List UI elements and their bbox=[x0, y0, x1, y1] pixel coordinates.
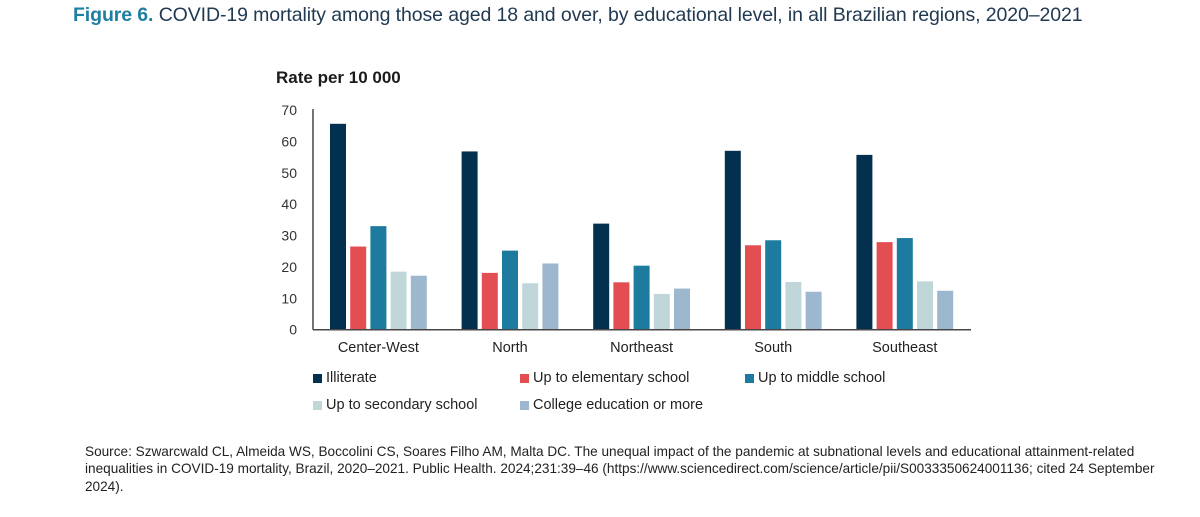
y-tick-label: 30 bbox=[281, 228, 297, 244]
legend-label: Up to middle school bbox=[758, 370, 886, 386]
category-label: North bbox=[492, 340, 527, 356]
bar-south-2 bbox=[765, 240, 782, 330]
bar-southeast-2 bbox=[896, 238, 913, 330]
category-label: Southeast bbox=[872, 340, 937, 356]
bar-northeast-1 bbox=[613, 282, 630, 330]
y-tick-label: 70 bbox=[281, 102, 297, 118]
bar-south-3 bbox=[785, 281, 802, 330]
bar-north-3 bbox=[522, 283, 539, 330]
bar-northeast-0 bbox=[593, 223, 610, 330]
legend-label: Illiterate bbox=[326, 370, 377, 386]
legend-swatch bbox=[520, 400, 529, 410]
y-tick-label: 10 bbox=[281, 290, 297, 306]
source-note: Source: Szwarcwald CL, Almeida WS, Bocco… bbox=[85, 444, 1155, 494]
y-axis-label: Rate per 10 000 bbox=[276, 68, 401, 87]
bar-southeast-0 bbox=[856, 154, 873, 330]
bar-center-west-3 bbox=[390, 271, 407, 330]
legend-swatch bbox=[520, 373, 529, 383]
bar-north-2 bbox=[502, 250, 518, 330]
legend-item: Up to middle school bbox=[745, 370, 885, 386]
legend-swatch bbox=[313, 373, 322, 383]
legend-label: Up to elementary school bbox=[533, 370, 690, 386]
bar-northeast-4 bbox=[674, 288, 690, 330]
legend-swatch bbox=[313, 400, 322, 410]
bar-southeast-1 bbox=[876, 242, 893, 330]
y-tick-label: 0 bbox=[289, 322, 297, 338]
figure-title: Figure 6. COVID-19 mortality among those… bbox=[73, 4, 1083, 27]
category-label: Northeast bbox=[610, 340, 673, 356]
legend-label: Up to secondary school bbox=[326, 397, 478, 413]
legend-item: Up to elementary school bbox=[520, 370, 689, 386]
legend-item: Illiterate bbox=[313, 370, 377, 386]
bar-center-west-0 bbox=[330, 123, 346, 330]
legend-label: College education or more bbox=[533, 397, 704, 413]
bar-south-1 bbox=[745, 245, 761, 330]
bar-north-0 bbox=[461, 151, 478, 330]
y-tick-label: 20 bbox=[281, 259, 297, 275]
bars bbox=[330, 123, 954, 330]
bar-south-4 bbox=[805, 291, 822, 330]
y-tick-label: 40 bbox=[281, 196, 297, 212]
category-label: Center-West bbox=[338, 340, 419, 356]
category-labels: Center-West North Northeast South Southeast bbox=[338, 340, 938, 356]
y-tick-label: 50 bbox=[281, 165, 297, 181]
figure-title-text: COVID-19 mortality among those aged 18 a… bbox=[153, 4, 1083, 26]
y-ticks: 0 10 20 30 40 50 60 70 bbox=[281, 102, 297, 338]
y-tick-label: 60 bbox=[281, 133, 297, 149]
bar-south-0 bbox=[724, 150, 741, 330]
bar-north-4 bbox=[542, 263, 559, 330]
bar-north-1 bbox=[481, 272, 498, 330]
legend-item: College education or more bbox=[520, 397, 703, 413]
bar-center-west-4 bbox=[410, 275, 427, 330]
bar-center-west-1 bbox=[350, 246, 367, 330]
bar-northeast-2 bbox=[633, 265, 650, 330]
bar-center-west-2 bbox=[370, 226, 387, 330]
legend-swatch bbox=[745, 373, 754, 383]
bar-southeast-3 bbox=[917, 281, 933, 330]
bar-northeast-3 bbox=[653, 293, 670, 330]
bar-southeast-4 bbox=[937, 290, 954, 330]
figure-number: Figure 6. bbox=[73, 4, 154, 26]
category-label: South bbox=[754, 340, 792, 356]
legend-item: Up to secondary school bbox=[313, 397, 478, 413]
